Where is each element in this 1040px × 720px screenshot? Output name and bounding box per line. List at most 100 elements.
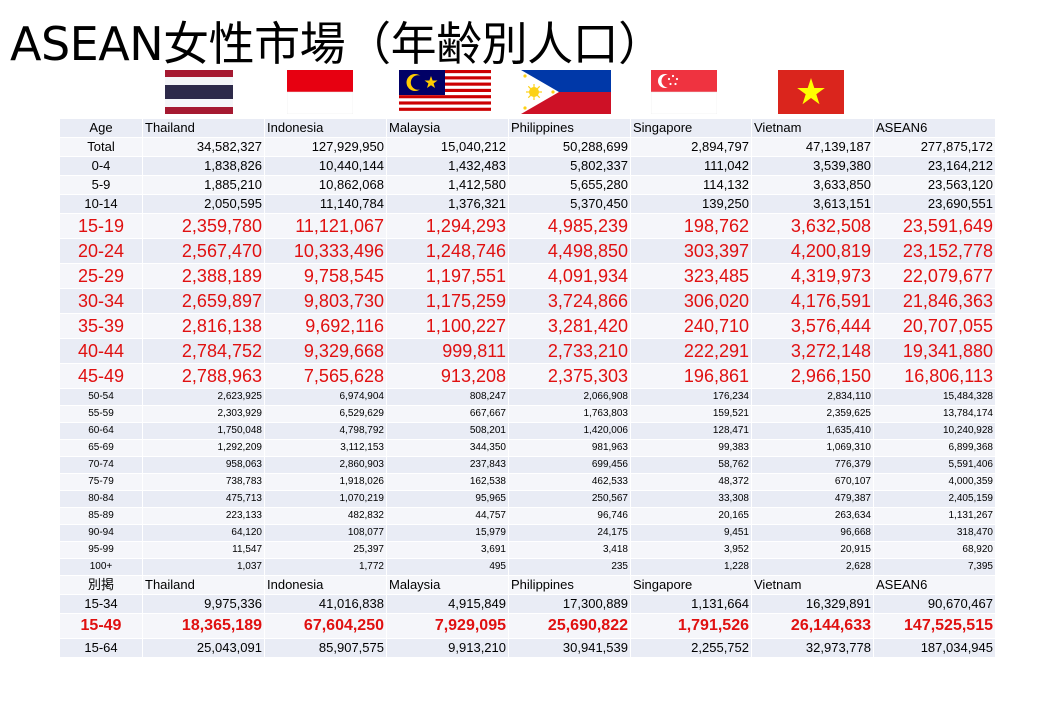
population-cell: 1,412,580 [386, 175, 509, 195]
population-cell: 90,670,467 [873, 594, 996, 614]
population-cell: 3,691 [386, 541, 509, 559]
population-cell: 9,803,730 [264, 288, 387, 314]
age-group-cell: 15-34 [59, 594, 143, 614]
population-cell: 2,834,110 [751, 388, 874, 406]
population-cell: 6,899,368 [873, 439, 996, 457]
population-cell: 475,713 [142, 490, 265, 508]
population-cell: 32,973,778 [751, 638, 874, 658]
table-header-row: Age Thailand Indonesia Malaysia Philippines S… [59, 118, 996, 138]
population-cell: 1,197,551 [386, 263, 509, 289]
table-row: 65-69 1,292,209 3,112,153 344,350 981,963 99,… [59, 439, 996, 457]
population-cell: 2,733,210 [508, 338, 631, 364]
population-cell: 48,372 [630, 473, 752, 491]
population-cell: 162,538 [386, 473, 509, 491]
population-cell: 223,133 [142, 507, 265, 525]
table-row: 15-64 25,043,091 85,907,575 9,913,210 30,941… [59, 638, 996, 658]
population-cell: 1,228 [630, 558, 752, 576]
population-cell: 33,308 [630, 490, 752, 508]
population-cell: 3,632,508 [751, 213, 874, 239]
population-cell: 3,952 [630, 541, 752, 559]
population-cell: 2,623,925 [142, 388, 265, 406]
population-cell: 958,063 [142, 456, 265, 474]
population-cell: 3,112,153 [264, 439, 387, 457]
column-header: Malaysia [386, 575, 509, 595]
column-header: Thailand [142, 118, 265, 138]
singapore-flag [651, 70, 717, 114]
population-cell: 11,140,784 [264, 194, 387, 214]
population-cell: 50,288,699 [508, 137, 631, 157]
population-cell: 1,791,526 [630, 613, 752, 639]
population-cell: 1,635,410 [751, 422, 874, 440]
population-cell: 2,066,908 [508, 388, 631, 406]
population-cell: 10,862,068 [264, 175, 387, 195]
population-cell: 1,100,227 [386, 313, 509, 339]
population-cell: 26,144,633 [751, 613, 874, 639]
population-cell: 147,525,515 [873, 613, 996, 639]
population-cell: 111,042 [630, 156, 752, 176]
population-cell: 1,838,826 [142, 156, 265, 176]
age-group-cell: 50-54 [59, 388, 143, 406]
population-cell: 10,333,496 [264, 238, 387, 264]
population-cell: 20,915 [751, 541, 874, 559]
population-cell: 738,783 [142, 473, 265, 491]
age-group-cell: 90-94 [59, 524, 143, 542]
population-cell: 1,420,006 [508, 422, 631, 440]
population-cell: 22,079,677 [873, 263, 996, 289]
age-group-cell: 75-79 [59, 473, 143, 491]
population-cell: 25,043,091 [142, 638, 265, 658]
population-cell: 9,913,210 [386, 638, 509, 658]
population-cell: 95,965 [386, 490, 509, 508]
age-group-cell: 30-34 [59, 288, 143, 314]
table-row: 80-84 475,713 1,070,219 95,965 250,567 33,308… [59, 490, 996, 508]
age-group-cell: 45-49 [59, 363, 143, 389]
table-row: 100+ 1,037 1,772 495 235 1,228 2,628 7,395 [59, 558, 996, 576]
population-cell: 21,846,363 [873, 288, 996, 314]
population-cell: 24,175 [508, 524, 631, 542]
population-cell: 4,798,792 [264, 422, 387, 440]
table-row: 30-34 2,659,897 9,803,730 1,175,259 3,724,86… [59, 288, 996, 314]
population-cell: 1,763,803 [508, 405, 631, 423]
population-cell: 67,604,250 [264, 613, 387, 639]
population-cell: 999,811 [386, 338, 509, 364]
population-cell: 4,091,934 [508, 263, 631, 289]
population-cell: 495 [386, 558, 509, 576]
population-cell: 1,885,210 [142, 175, 265, 195]
population-cell: 20,165 [630, 507, 752, 525]
age-group-cell: 15-49 [59, 613, 143, 639]
population-cell: 23,152,778 [873, 238, 996, 264]
population-cell: 479,387 [751, 490, 874, 508]
population-cell: 10,440,144 [264, 156, 387, 176]
column-header: ASEAN6 [873, 118, 996, 138]
indonesia-flag [287, 70, 353, 114]
population-cell: 240,710 [630, 313, 752, 339]
population-cell: 47,139,187 [751, 137, 874, 157]
column-header: Malaysia [386, 118, 509, 138]
population-cell: 198,762 [630, 213, 752, 239]
population-cell: 58,762 [630, 456, 752, 474]
population-cell: 68,920 [873, 541, 996, 559]
population-cell: 2,375,303 [508, 363, 631, 389]
population-cell: 1,432,483 [386, 156, 509, 176]
population-table: Age Thailand Indonesia Malaysia Philippines S… [59, 118, 996, 658]
age-group-cell: 85-89 [59, 507, 143, 525]
age-group-cell: 95-99 [59, 541, 143, 559]
population-cell: 25,397 [264, 541, 387, 559]
age-group-cell: 65-69 [59, 439, 143, 457]
population-cell: 9,451 [630, 524, 752, 542]
population-cell: 16,806,113 [873, 363, 996, 389]
population-cell: 482,832 [264, 507, 387, 525]
population-cell: 127,929,950 [264, 137, 387, 157]
population-cell: 41,016,838 [264, 594, 387, 614]
population-cell: 2,659,897 [142, 288, 265, 314]
population-cell: 15,484,328 [873, 388, 996, 406]
column-header: Thailand [142, 575, 265, 595]
population-cell: 6,529,629 [264, 405, 387, 423]
population-cell: 9,329,668 [264, 338, 387, 364]
population-cell: 85,907,575 [264, 638, 387, 658]
malaysia-flag [399, 70, 491, 114]
population-cell: 808,247 [386, 388, 509, 406]
table-row: 85-89 223,133 482,832 44,757 96,746 20,165 263… [59, 507, 996, 525]
population-cell: 1,070,219 [264, 490, 387, 508]
population-cell: 2,788,963 [142, 363, 265, 389]
population-cell: 23,164,212 [873, 156, 996, 176]
